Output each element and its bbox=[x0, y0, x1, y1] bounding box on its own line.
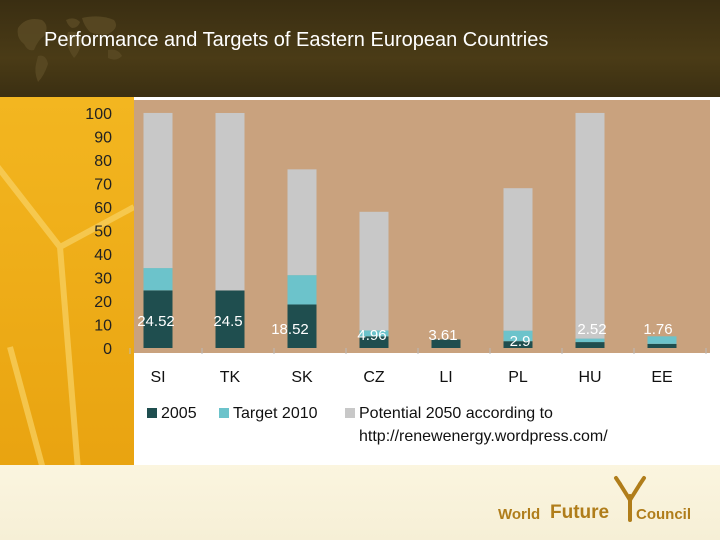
data-label: 18.52 bbox=[271, 321, 309, 338]
data-label: 24.52 bbox=[137, 313, 175, 330]
bar-ee-series-2 bbox=[647, 336, 677, 344]
bar-sk-series-2 bbox=[287, 275, 317, 305]
bar-tk-series-1 bbox=[215, 290, 245, 348]
decorative-band bbox=[0, 97, 134, 495]
bar-hu-series-3 bbox=[575, 112, 605, 339]
legend-label-target-2010: Target 2010 bbox=[233, 405, 318, 422]
bar-cz-series-1 bbox=[359, 336, 389, 348]
bar-li-series-1 bbox=[431, 339, 461, 348]
bars bbox=[143, 112, 677, 348]
slide-footer bbox=[0, 465, 720, 540]
data-label: 4.96 bbox=[357, 327, 386, 344]
x-tick-label: HU bbox=[578, 369, 601, 386]
x-tick-label: TK bbox=[220, 369, 241, 386]
bar-pl-series-1 bbox=[503, 341, 533, 348]
legend-label-potential-url: http://renewenergy.wordpress.com/ bbox=[359, 428, 608, 445]
bar-pl-series-3 bbox=[503, 188, 533, 331]
y-tick-label: 50 bbox=[94, 224, 112, 241]
world-map-icon bbox=[17, 16, 122, 82]
y-axis: 0 10 20 30 40 50 60 70 80 90 100 bbox=[85, 106, 112, 358]
data-label: 2.9 bbox=[510, 333, 531, 350]
bar-sk-series-3 bbox=[287, 169, 317, 276]
bar-ee-series-1 bbox=[647, 343, 677, 348]
x-tick-label: SK bbox=[291, 369, 313, 386]
legend-item-2005: 2005 bbox=[147, 405, 197, 423]
bar-sk-series-1 bbox=[287, 304, 317, 348]
bar-chart: 0 10 20 30 40 50 60 70 80 90 100 24.52 24.5 18.52 4.9… bbox=[85, 100, 710, 386]
x-tick-label: CZ bbox=[363, 369, 385, 386]
x-axis: SI TK SK CZ LI PL HU EE bbox=[129, 348, 707, 386]
bar-cz-series-2 bbox=[359, 330, 389, 337]
data-label: 2.52 bbox=[577, 321, 606, 338]
y-tick-label: 20 bbox=[94, 294, 112, 311]
x-tick-label: PL bbox=[508, 369, 528, 386]
legend-item-potential-2050: Potential 2050 according to bbox=[345, 405, 553, 423]
bar-pl-series-2 bbox=[503, 330, 533, 342]
legend-swatch-2005 bbox=[147, 408, 157, 418]
logo-tree-icon bbox=[614, 476, 646, 522]
bar-si-series-2 bbox=[143, 268, 173, 291]
legend: 2005 Target 2010 Potential 2050 accordin… bbox=[147, 405, 707, 455]
data-label: 1.76 bbox=[643, 321, 672, 338]
y-tick-label: 60 bbox=[94, 200, 112, 217]
bar-si-series-3 bbox=[143, 112, 173, 269]
data-labels: 24.52 24.5 18.52 4.96 3.61 2.9 2.52 1.76 bbox=[137, 313, 672, 350]
legend-swatch-potential-2050 bbox=[345, 408, 355, 418]
legend-label-2005: 2005 bbox=[161, 405, 197, 422]
slide-title: Performance and Targets of Eastern Europ… bbox=[44, 29, 549, 51]
world-future-council-logo: World Future Council bbox=[498, 470, 698, 526]
logo-word-council: Council bbox=[636, 506, 691, 523]
bar-hu-series-2 bbox=[575, 338, 605, 343]
x-tick-label: SI bbox=[150, 369, 165, 386]
legend-swatch-target-2010 bbox=[219, 408, 229, 418]
legend-label-potential-2050: Potential 2050 according to bbox=[359, 405, 553, 422]
x-tick-label: LI bbox=[439, 369, 452, 386]
slide-header: Performance and Targets of Eastern Europ… bbox=[0, 0, 720, 97]
x-tick-label: EE bbox=[651, 369, 672, 386]
bar-tk-series-3 bbox=[215, 113, 245, 291]
y-tick-label: 10 bbox=[94, 318, 112, 335]
bar-si-series-1 bbox=[143, 290, 173, 348]
logo-word-future: Future bbox=[550, 502, 610, 523]
y-tick-label: 70 bbox=[94, 177, 112, 194]
y-tick-label: 40 bbox=[94, 247, 112, 264]
y-tick-label: 80 bbox=[94, 153, 112, 170]
y-tick-label: 100 bbox=[85, 106, 112, 123]
logo-word-world: World bbox=[498, 506, 541, 523]
data-label: 3.61 bbox=[428, 327, 457, 344]
y-tick-label: 30 bbox=[94, 271, 112, 288]
data-label: 24.5 bbox=[213, 313, 242, 330]
y-tick-label: 90 bbox=[94, 130, 112, 147]
bar-cz-series-3 bbox=[359, 211, 389, 331]
bar-hu-series-1 bbox=[575, 342, 605, 348]
legend-item-target-2010: Target 2010 bbox=[219, 405, 318, 423]
y-tick-label: 0 bbox=[103, 341, 112, 358]
